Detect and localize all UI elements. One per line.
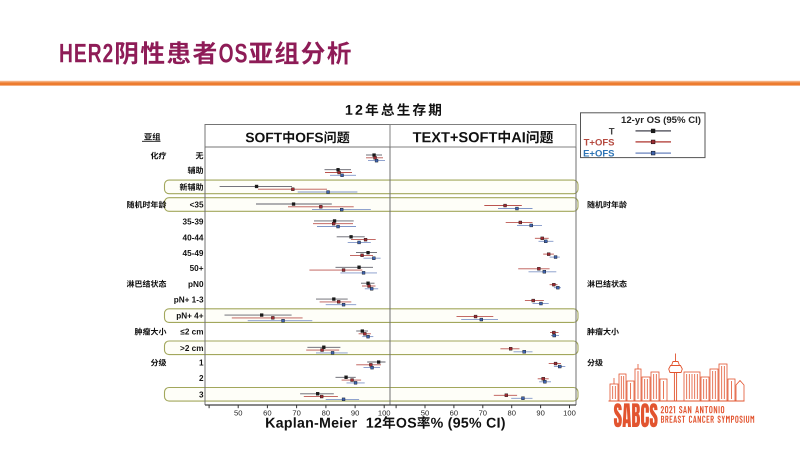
svg-text:50: 50 [421,409,429,418]
svg-text:90: 90 [536,409,544,418]
svg-text:12-yr OS (95% CI): 12-yr OS (95% CI) [621,115,701,126]
svg-text:3: 3 [199,390,204,399]
svg-text:T+OFS: T+OFS [584,137,615,148]
svg-text:35-39: 35-39 [183,218,204,227]
svg-text:pN+ 1-3: pN+ 1-3 [174,296,204,305]
svg-text:70: 70 [292,409,300,418]
svg-text:40-44: 40-44 [183,233,204,242]
svg-text:≤2 cm: ≤2 cm [180,328,203,337]
svg-text:45-49: 45-49 [183,249,204,258]
svg-text:90: 90 [351,409,359,418]
svg-text:80: 80 [507,409,515,418]
svg-text:70: 70 [479,409,487,418]
svg-text:60: 60 [450,409,458,418]
svg-text:50: 50 [234,409,242,418]
svg-text:100: 100 [563,409,576,418]
svg-text:60: 60 [263,409,271,418]
svg-text:80: 80 [322,409,330,418]
svg-text:100: 100 [378,409,391,418]
svg-text:>2 cm: >2 cm [180,344,203,353]
svg-text:T: T [609,126,615,137]
svg-text:2: 2 [199,374,204,383]
svg-text:<35: <35 [190,201,204,210]
svg-text:pN0: pN0 [188,280,204,289]
svg-text:pN+ 4+: pN+ 4+ [176,312,204,321]
svg-text:E+OFS: E+OFS [583,149,614,160]
svg-text:50+: 50+ [190,264,204,273]
svg-text:1: 1 [199,359,204,368]
